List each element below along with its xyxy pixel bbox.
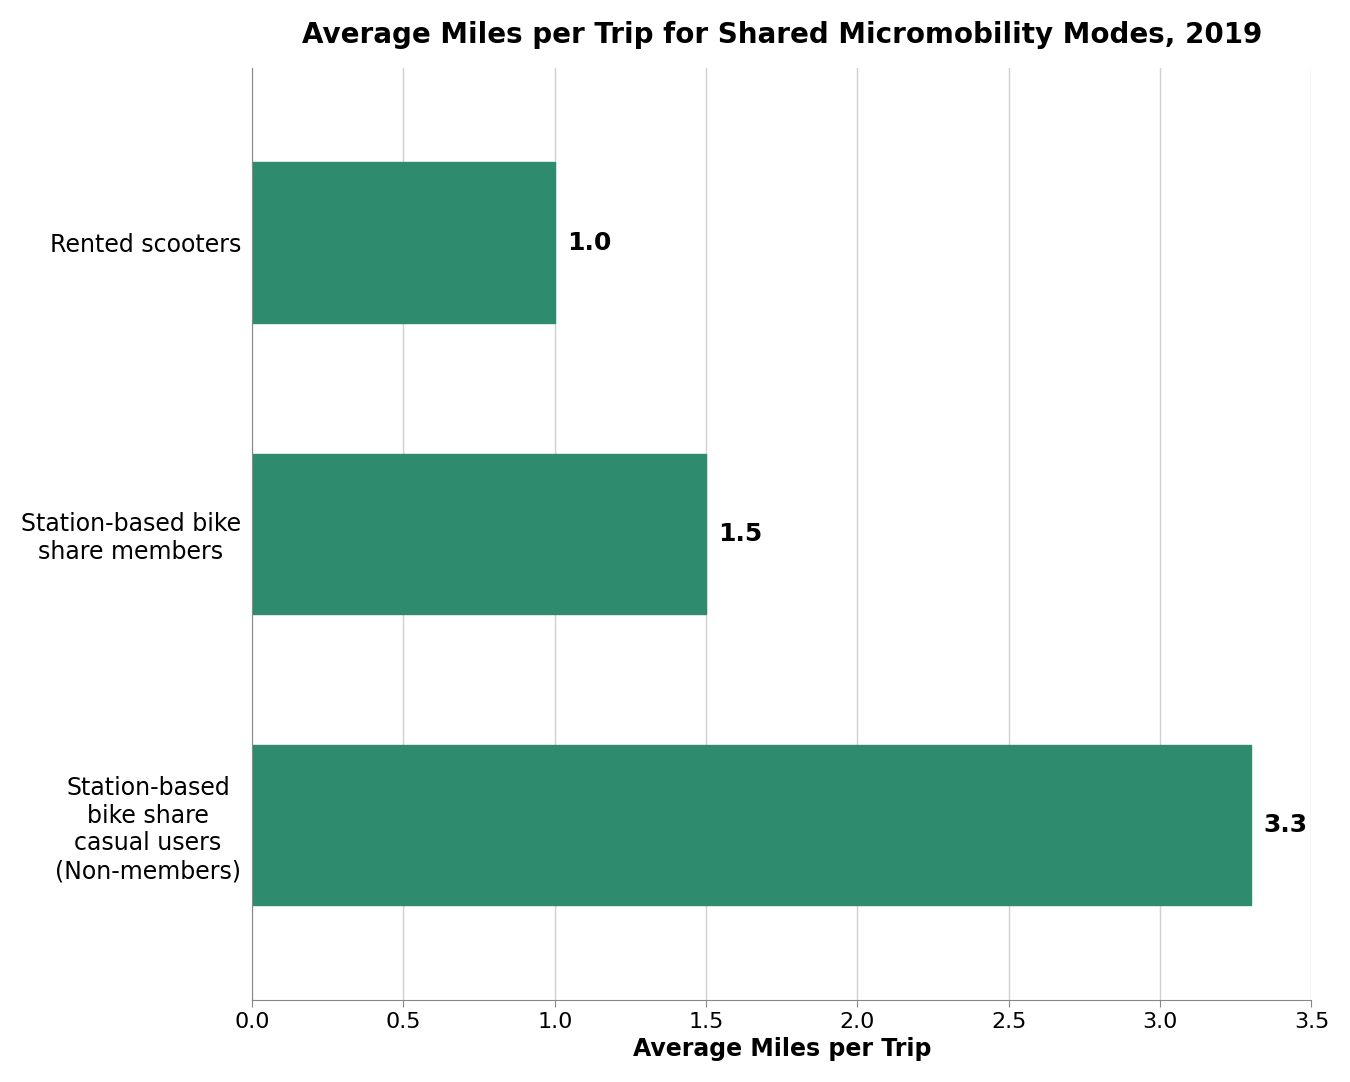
Title: Average Miles per Trip for Shared Micromobility Modes, 2019: Average Miles per Trip for Shared Microm… [301,21,1262,49]
Text: 3.3: 3.3 [1264,813,1307,837]
Bar [252,453,706,613]
Bar [252,162,555,322]
Text: 1.5: 1.5 [718,522,763,545]
X-axis label: Average Miles per Trip: Average Miles per Trip [633,1038,932,1061]
Bar [252,745,1251,906]
Text: 1.0: 1.0 [567,230,612,254]
